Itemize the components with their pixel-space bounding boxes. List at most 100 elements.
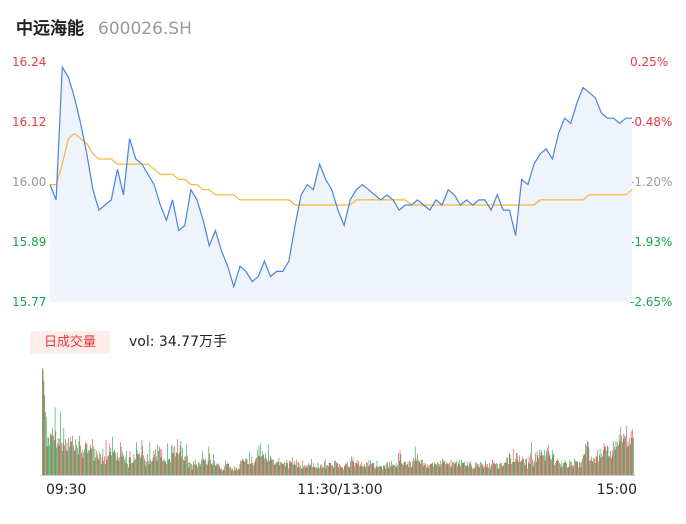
volume-bar xyxy=(93,460,95,475)
volume-bar xyxy=(607,446,609,475)
volume-bar xyxy=(515,458,516,475)
volume-bar xyxy=(533,462,535,475)
volume-bar xyxy=(376,460,378,475)
volume-bar xyxy=(128,457,130,475)
volume-bar xyxy=(57,443,58,475)
volume-bar xyxy=(183,459,184,475)
volume-bar xyxy=(520,460,522,475)
volume-bar xyxy=(167,443,168,475)
volume-bar xyxy=(527,468,528,475)
volume-bar xyxy=(116,459,117,475)
volume-bar xyxy=(441,458,443,475)
volume-bar xyxy=(84,448,85,475)
volume-bar xyxy=(394,466,396,475)
volume-bar xyxy=(379,466,380,475)
volume-bar xyxy=(396,467,398,475)
volume-bar xyxy=(328,466,329,475)
volume-bar xyxy=(525,458,527,475)
volume-bar xyxy=(313,466,315,475)
volume-bar xyxy=(571,465,573,475)
volume-bar xyxy=(558,460,559,475)
volume-bar xyxy=(124,459,125,475)
volume-bar xyxy=(253,465,254,475)
volume-bar xyxy=(418,459,419,475)
volume-bar xyxy=(520,461,521,475)
volume-bar xyxy=(53,440,55,475)
volume-bar xyxy=(207,460,209,475)
volume-bar xyxy=(622,442,623,475)
volume-bar xyxy=(597,449,598,475)
volume-tab[interactable]: 日成交量 xyxy=(30,331,110,354)
volume-bar xyxy=(194,464,195,475)
volume-bar xyxy=(351,456,352,475)
volume-bar xyxy=(528,456,530,475)
volume-bar xyxy=(603,443,605,475)
volume-bar xyxy=(362,466,363,475)
volume-bar xyxy=(297,461,299,475)
volume-bar xyxy=(392,464,394,475)
volume-bar xyxy=(257,449,258,475)
volume-bar xyxy=(258,445,260,475)
volume-bar xyxy=(267,461,269,475)
volume-bar xyxy=(182,447,183,475)
volume-bar xyxy=(42,370,44,475)
volume-bar xyxy=(586,441,588,475)
volume-bar xyxy=(488,462,490,475)
volume-bar xyxy=(447,462,449,475)
volume-bar xyxy=(239,464,241,475)
volume-bar xyxy=(216,464,218,475)
volume-bar xyxy=(175,452,177,475)
volume-bar xyxy=(197,467,198,475)
volume-bar xyxy=(561,460,563,475)
volume-bar xyxy=(210,459,211,475)
volume-bar xyxy=(227,461,229,475)
volume-bar xyxy=(152,457,154,475)
volume-bar xyxy=(610,450,611,475)
volume-bar xyxy=(265,457,267,475)
volume-bar xyxy=(611,455,613,475)
volume-bar xyxy=(294,460,296,475)
volume-bar xyxy=(56,447,57,475)
volume-bar xyxy=(587,442,589,475)
volume-bar xyxy=(577,461,579,475)
volume-bar xyxy=(262,455,264,475)
volume-bar xyxy=(437,461,438,475)
volume-bar xyxy=(556,460,558,475)
volume-bar xyxy=(576,460,578,475)
volume-bar xyxy=(620,426,622,475)
volume-bar xyxy=(583,455,584,475)
volume-bar xyxy=(259,456,261,475)
x-axis: 09:30 11:30/13:00 15:00 xyxy=(40,475,637,498)
volume-bar xyxy=(135,458,136,475)
volume-bar xyxy=(530,453,532,475)
volume-bar xyxy=(241,460,242,475)
volume-bar xyxy=(503,465,504,475)
volume-bar xyxy=(298,462,300,475)
volume-bar xyxy=(591,460,593,475)
stock-name: 中远海能 xyxy=(16,19,84,39)
volume-bar xyxy=(202,458,204,475)
volume-bar xyxy=(323,467,324,475)
volume-bar xyxy=(223,469,225,475)
volume-bar xyxy=(108,455,109,475)
volume-bar xyxy=(510,458,512,475)
volume-bar xyxy=(512,448,514,475)
volume-bar xyxy=(101,457,103,475)
volume-bar xyxy=(147,454,148,475)
volume-bar xyxy=(575,461,577,475)
volume-bar xyxy=(302,460,304,475)
volume-bar xyxy=(131,462,132,475)
volume-bar xyxy=(75,438,77,475)
volume-bar xyxy=(595,456,597,475)
volume-bar xyxy=(626,446,628,475)
volume-bar xyxy=(391,466,393,475)
volume-bar xyxy=(410,467,412,475)
volume-bar xyxy=(138,454,140,475)
volume-bar xyxy=(324,458,326,475)
volume-bar xyxy=(250,462,252,475)
volume-bar xyxy=(127,464,128,475)
volume-bar xyxy=(159,448,161,475)
volume-bar xyxy=(348,467,350,475)
volume-bar xyxy=(99,452,100,475)
volume-bar xyxy=(409,460,410,475)
